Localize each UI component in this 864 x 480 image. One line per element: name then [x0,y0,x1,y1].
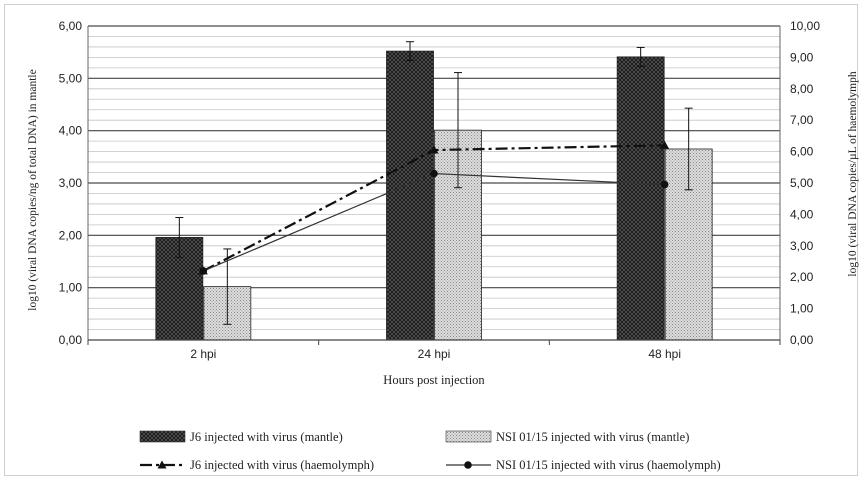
x-axis-ticks: 2 hpi 24 hpi 48 hpi [190,347,681,361]
x-tick-label: 48 hpi [648,347,681,361]
legend-marker [157,460,167,469]
j6-haemolymph-point [660,140,670,149]
error-bar [175,217,184,258]
right-tick-label: 3,00 [790,239,814,253]
x-tick-label: 2 hpi [190,347,216,361]
legend-item: NSI 01/15 injected with virus (mantle) [445,430,689,444]
legend-label: NSI 01/15 injected with virus (haemolymp… [496,458,721,472]
right-tick-label: 10,00 [790,19,820,33]
legend-label: NSI 01/15 injected with virus (mantle) [496,430,689,444]
legend-label: J6 injected with virus (mantle) [190,430,343,444]
j6-mantle-bar [616,56,665,341]
left-tick-label: 3,00 [59,176,83,190]
haemolymph-lines [198,140,670,275]
nsi-haemolymph-point [199,267,208,275]
nsi-haemolymph-point [430,169,438,178]
legend-swatch [139,430,186,443]
chart-frame [4,4,858,476]
error-bar [636,46,645,67]
j6-haemolymph-point [429,145,439,154]
right-axis-title: log10 (viral DNA copies/µL of haemolymph [847,71,859,276]
x-axis-title: Hours post injection [383,373,485,387]
right-tick-label: 9,00 [790,50,814,64]
legend-item: J6 injected with virus (mantle) [139,430,343,444]
left-tick-label: 4,00 [59,124,83,138]
error-bar [223,248,232,325]
left-axis-ticks: 0,00 1,00 2,00 3,00 4,00 5,00 6,00 [59,19,83,347]
bars [155,50,713,341]
legend-item: NSI 01/15 injected with virus (haemolymp… [446,458,721,472]
right-axis-ticks: 0,00 1,00 2,00 3,00 4,00 5,00 6,00 7,00 8,00 9,00… [790,19,820,347]
left-axis-title: log10 (viral DNA copies/ng of total DNA)… [27,69,39,310]
left-tick-label: 2,00 [59,228,83,242]
error-bar [684,107,693,191]
left-tick-label: 6,00 [59,19,83,33]
right-tick-label: 0,00 [790,333,814,347]
left-tick-label: 5,00 [59,71,83,85]
right-tick-label: 8,00 [790,82,814,96]
axes [87,26,781,345]
x-tick-label: 24 hpi [418,347,451,361]
right-tick-label: 1,00 [790,302,814,316]
error-bar [454,72,462,189]
right-tick-label: 4,00 [790,207,814,221]
legend: J6 injected with virus (mantle) NSI 01/15… [139,430,721,472]
error-bar [406,41,414,62]
left-tick-label: 0,00 [59,333,83,347]
nsi-haemolymph-point [660,180,669,189]
left-tick-label: 1,00 [59,281,83,295]
error-bars [175,41,693,325]
right-tick-label: 5,00 [790,176,814,190]
major-gridlines [88,25,780,289]
j6-haemolymph-line [202,144,665,272]
j6-mantle-bar [386,50,434,341]
right-tick-label: 7,00 [790,113,814,127]
minor-gridlines [88,25,780,341]
legend-swatch [445,430,492,443]
legend-marker [464,461,472,469]
legend-item: J6 injected with virus (haemolymph) [140,458,374,472]
right-tick-label: 2,00 [790,270,814,284]
legend-label: J6 injected with virus (haemolymph) [190,458,374,472]
right-tick-label: 6,00 [790,145,814,159]
